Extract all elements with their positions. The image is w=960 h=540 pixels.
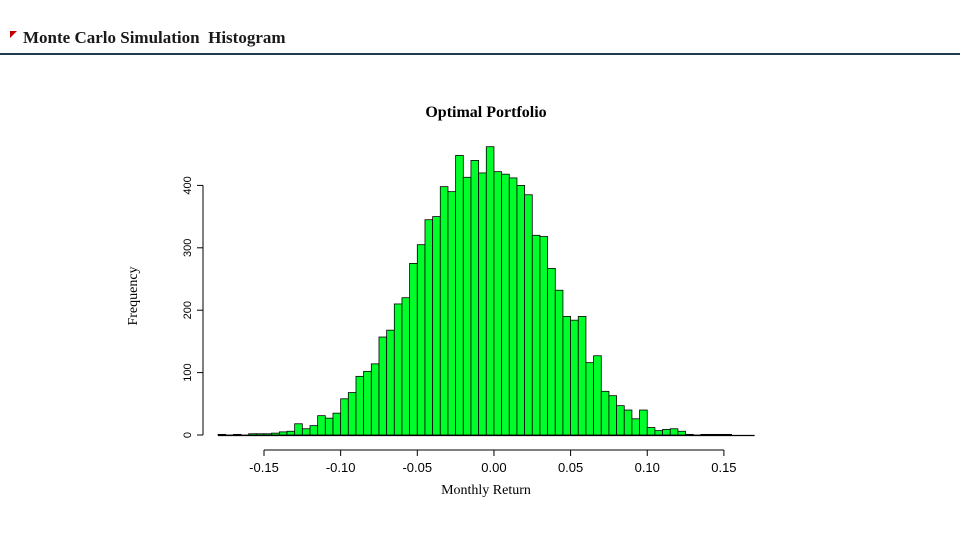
x-tick-label: -0.05 xyxy=(402,460,432,475)
histogram-bar xyxy=(516,184,526,436)
histogram-bar xyxy=(616,405,625,436)
histogram-bar xyxy=(554,289,564,436)
histogram-bar xyxy=(386,329,395,436)
histogram-bar xyxy=(562,316,571,436)
x-tick-label: 0.05 xyxy=(558,460,583,475)
histogram-bar xyxy=(508,177,518,436)
histogram-bar xyxy=(294,423,303,436)
chart-axes: -0.15 -0.10 -0.05 0.00 0.05 0.10 0.15 0 100 200 30… xyxy=(182,176,755,475)
histogram-bar xyxy=(531,234,541,436)
histogram-bar xyxy=(301,428,311,436)
slide-title: Monte Carlo Simulation Histogram xyxy=(23,28,286,47)
histogram-bar xyxy=(393,303,403,436)
histogram-bar xyxy=(478,172,487,436)
histogram-bar xyxy=(654,430,663,436)
histogram-bar xyxy=(662,428,671,436)
histogram-bar xyxy=(255,433,265,436)
histogram-bar xyxy=(493,171,503,436)
y-axis-label: Frequency xyxy=(126,266,141,325)
histogram-bar xyxy=(271,432,280,436)
histogram-bar xyxy=(608,395,617,436)
histogram-bar xyxy=(248,433,257,436)
histogram-bar xyxy=(278,431,288,436)
x-tick-label: 0.10 xyxy=(635,460,660,475)
title-marker-icon xyxy=(10,31,17,38)
histogram-bars xyxy=(217,146,732,437)
histogram-bar xyxy=(432,216,441,436)
histogram-bar xyxy=(631,418,640,436)
header-divider xyxy=(0,53,960,55)
histogram-bar xyxy=(539,236,549,436)
histogram-bar xyxy=(263,433,273,436)
histogram-bar xyxy=(347,392,357,436)
chart-title: Optimal Portfolio xyxy=(425,104,546,121)
y-tick-label: 0 xyxy=(182,432,194,438)
x-tick-label: 0.00 xyxy=(481,460,506,475)
histogram-bar xyxy=(378,336,388,436)
y-tick-label: 400 xyxy=(182,176,194,194)
histogram-bar xyxy=(355,375,365,436)
histogram-bar xyxy=(547,267,556,436)
histogram-bar xyxy=(577,316,587,436)
histogram-bar xyxy=(501,173,510,436)
histogram-bar xyxy=(317,415,326,436)
histogram-bar xyxy=(363,370,372,436)
y-tick-label: 300 xyxy=(182,239,194,257)
histogram-bar xyxy=(370,363,380,436)
slide-header: Monte Carlo Simulation Histogram xyxy=(0,0,960,56)
histogram-bar xyxy=(623,409,633,436)
histogram-bar xyxy=(593,355,602,436)
histogram-bar xyxy=(439,186,449,436)
histogram-bar xyxy=(309,425,319,436)
histogram-bar xyxy=(409,262,418,436)
y-tick-label: 100 xyxy=(182,363,194,381)
histogram-bar xyxy=(447,191,457,436)
histogram-bar xyxy=(462,176,472,436)
histogram-bar xyxy=(639,409,648,436)
histogram-bar xyxy=(470,160,480,436)
histogram-bar xyxy=(416,244,426,436)
histogram-bar xyxy=(646,427,656,436)
x-tick-label: -0.15 xyxy=(249,460,279,475)
y-tick-label: 200 xyxy=(182,301,194,319)
histogram-bar xyxy=(585,362,594,436)
histogram-bar xyxy=(401,297,411,436)
x-tick-label: 0.15 xyxy=(711,460,736,475)
x-axis-label: Monthly Return xyxy=(441,483,531,498)
histogram-bar xyxy=(669,428,679,436)
histogram-bar xyxy=(600,390,610,436)
x-tick-label: -0.10 xyxy=(326,460,356,475)
histogram-bar xyxy=(324,417,334,436)
histogram-bar xyxy=(677,430,686,436)
histogram-bar xyxy=(332,412,342,436)
histogram-bar xyxy=(340,398,349,436)
histogram-bar xyxy=(485,146,495,436)
histogram-bar xyxy=(570,319,579,436)
histogram-bar xyxy=(286,430,296,436)
histogram-bar xyxy=(424,219,434,436)
histogram-bar xyxy=(524,194,533,436)
histogram-bar xyxy=(455,155,464,436)
